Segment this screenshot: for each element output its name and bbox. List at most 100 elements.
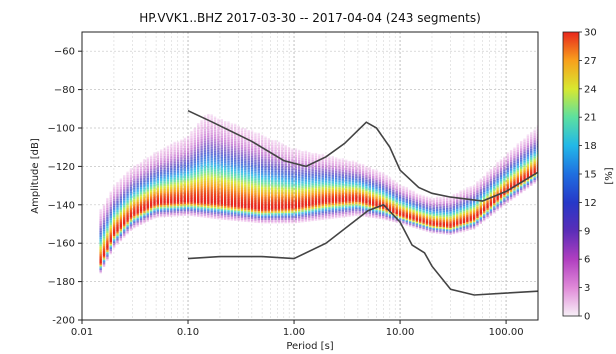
density-cell — [422, 204, 425, 207]
density-cell — [277, 214, 281, 217]
density-cell — [217, 215, 220, 218]
density-cell — [519, 140, 523, 144]
density-cell — [284, 176, 287, 179]
density-cell — [223, 138, 227, 141]
density-cell — [190, 181, 193, 184]
density-cell — [382, 172, 385, 175]
density-cell — [530, 131, 533, 135]
density-cell — [254, 218, 257, 222]
density-cell — [146, 167, 149, 170]
noise-model-line — [187, 109, 538, 202]
density-cell — [163, 188, 166, 192]
density-cell — [382, 191, 385, 194]
density-cell — [143, 202, 146, 205]
density-cell — [119, 211, 123, 214]
density-cell — [244, 148, 247, 151]
density-cell — [375, 188, 378, 191]
density-cell — [247, 192, 250, 195]
density-cell — [398, 212, 402, 215]
density-cell — [493, 211, 496, 214]
density-cell — [139, 205, 143, 208]
density-cell — [432, 230, 435, 234]
density-cell — [308, 181, 311, 184]
density-cell — [254, 196, 257, 199]
density-cell — [203, 165, 207, 168]
density-cell — [153, 166, 156, 169]
density-cell — [126, 171, 129, 174]
density-cell — [533, 145, 536, 148]
density-cell — [193, 167, 197, 170]
density-cell — [318, 202, 321, 205]
density-cell — [264, 217, 267, 220]
density-cell — [472, 223, 476, 226]
density-cell — [308, 210, 311, 213]
density-cell — [331, 161, 334, 164]
density-cell — [304, 181, 308, 184]
density-cell — [324, 186, 328, 189]
density-cell — [472, 194, 476, 197]
density-cell — [230, 125, 234, 128]
density-cell — [321, 164, 324, 167]
density-cell — [254, 160, 257, 163]
density-cell — [223, 146, 227, 150]
density-cell — [385, 195, 388, 198]
density-cell — [496, 165, 499, 168]
density-cell — [355, 196, 358, 199]
density-cell — [223, 205, 227, 208]
density-cell — [264, 164, 267, 167]
density-cell — [277, 198, 281, 201]
density-cell — [415, 203, 419, 207]
density-cell — [267, 195, 271, 198]
density-cell — [123, 175, 126, 178]
density-cell — [183, 144, 186, 147]
density-cell — [230, 126, 234, 130]
density-cell — [294, 172, 297, 175]
density-cell — [207, 198, 210, 201]
density-cell — [311, 215, 314, 218]
density-cell — [459, 225, 462, 228]
density-cell — [112, 220, 116, 223]
density-cell — [109, 229, 112, 232]
density-cell — [207, 174, 210, 177]
density-cell — [412, 194, 415, 197]
density-cell — [176, 158, 180, 161]
density-cell — [425, 217, 429, 220]
density-cell — [112, 230, 116, 233]
density-cell — [129, 197, 133, 200]
density-cell — [223, 140, 227, 143]
density-cell — [348, 178, 351, 181]
density-cell — [456, 203, 459, 206]
density-cell — [462, 215, 466, 218]
density-cell — [223, 155, 227, 158]
density-cell — [472, 216, 476, 219]
density-cell — [116, 240, 119, 243]
density-cell — [227, 216, 230, 219]
density-cell — [304, 202, 308, 205]
density-cell — [234, 153, 237, 156]
density-cell — [472, 209, 476, 212]
density-cell — [257, 207, 260, 210]
density-cell — [149, 157, 153, 160]
density-cell — [318, 180, 321, 183]
density-cell — [503, 192, 506, 196]
density-cell — [213, 126, 217, 130]
density-cell — [533, 162, 536, 165]
density-cell — [271, 164, 274, 167]
density-cell — [271, 198, 274, 201]
density-cell — [425, 206, 429, 210]
density-cell — [533, 177, 536, 181]
density-cell — [291, 150, 294, 153]
density-cell — [341, 206, 345, 209]
density-cell — [257, 169, 260, 172]
density-cell — [435, 215, 439, 218]
density-cell — [267, 207, 271, 210]
density-cell — [445, 213, 449, 216]
density-cell — [254, 132, 257, 135]
density-cell — [365, 175, 368, 178]
density-cell — [220, 139, 223, 142]
density-cell — [385, 188, 388, 191]
density-cell — [153, 155, 156, 158]
density-cell — [257, 181, 260, 184]
density-cell — [244, 141, 247, 145]
density-cell — [385, 186, 388, 190]
